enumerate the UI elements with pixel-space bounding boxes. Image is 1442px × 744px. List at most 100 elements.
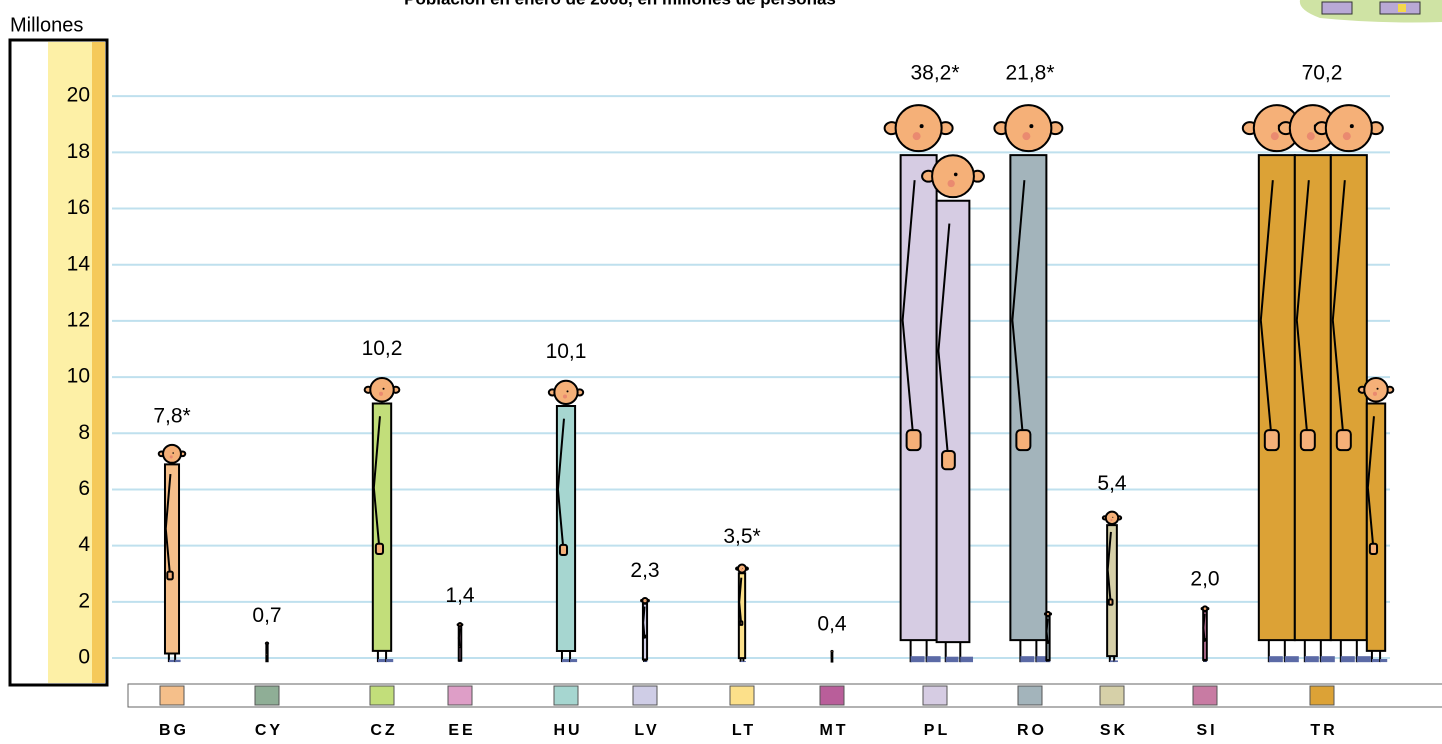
hand [560,545,567,555]
shoe [570,659,578,663]
arm [1261,180,1273,430]
legend-swatch [1099,685,1125,706]
person [1359,378,1394,663]
figure-group [365,378,400,663]
y-tick-label: 14 [67,252,91,275]
shoe [1205,661,1208,663]
eye [919,124,924,129]
figure-group [549,381,583,662]
hand [942,451,955,469]
hand [376,544,383,554]
legend-swatch [729,685,755,706]
eye [742,567,743,569]
y-tick-label: 8 [78,421,90,444]
shoe [644,661,646,663]
head [1046,612,1050,616]
decoration [1299,0,1442,23]
legend-swatch [369,685,395,706]
person [1045,612,1051,663]
data-label: 2,0 [1190,567,1219,590]
chart-title: Población en enero de 2008, en millones … [404,0,836,8]
x-tick-label: SI [1196,722,1217,739]
hand [1047,641,1048,643]
body [1367,404,1385,651]
figure-group [1202,606,1209,663]
cheek [1204,609,1206,610]
cheek [459,624,461,626]
shoe [1204,661,1206,663]
shoe [645,661,648,663]
figure-group [159,445,186,663]
body [557,406,575,651]
body [373,404,391,651]
head [458,623,461,626]
head [1364,378,1387,401]
data-label: 10,2 [362,337,403,360]
figure-group [994,105,1062,663]
hand [1109,599,1113,604]
cheek [1372,391,1378,396]
head [1005,105,1051,151]
body [165,464,179,653]
arm [1297,180,1309,430]
head [738,565,746,573]
arm [1333,180,1345,430]
head [832,651,833,652]
person [1202,606,1209,663]
body [1259,155,1295,640]
x-tick-label: HU [553,722,582,739]
person [458,623,463,663]
y-tick-label: 18 [67,140,90,163]
eye [953,172,958,177]
shoe [168,659,175,663]
grid [112,95,1390,659]
head [1326,105,1372,151]
legend-swatch [447,685,473,706]
arm [1012,180,1024,430]
data-label: 2,3 [630,559,659,582]
figure-group [1103,512,1121,662]
person [365,378,400,663]
shoe [1047,661,1049,663]
arm [1203,614,1204,639]
body [901,155,937,640]
shoe [743,660,746,663]
cheek [947,179,955,188]
head [932,155,974,197]
arm [1108,532,1111,600]
x-tick-label: LV [634,722,659,739]
hand [1301,430,1315,450]
head [1106,512,1118,524]
x-tick-label: BG [159,722,189,739]
body [1010,155,1046,640]
cheek [169,455,173,459]
shoe [740,660,744,663]
arm [558,419,564,545]
cheek [1306,132,1315,141]
arm [1047,619,1048,642]
hand [1204,639,1205,641]
legend-swatch [159,685,185,706]
y-tick-label: 6 [78,477,90,500]
shoe [386,659,394,663]
arm [166,474,171,571]
legend-swatch [553,685,579,706]
shoe [1036,656,1051,663]
hand [1370,544,1377,554]
head [163,445,181,463]
data-label: 70,2 [1302,62,1343,85]
figure-group [736,565,748,663]
head [896,105,942,151]
data-label: 0,7 [252,604,281,627]
data-label: 0,4 [817,612,847,635]
legend-swatch [1309,685,1335,706]
shoe [926,656,941,663]
arm [938,224,949,452]
shoe [960,656,974,663]
shoe [1284,656,1299,663]
legend-frame [127,683,1442,708]
figure-group [885,105,984,663]
head [1203,606,1208,611]
eye [566,390,569,393]
data-label: 21,8* [1005,62,1054,85]
